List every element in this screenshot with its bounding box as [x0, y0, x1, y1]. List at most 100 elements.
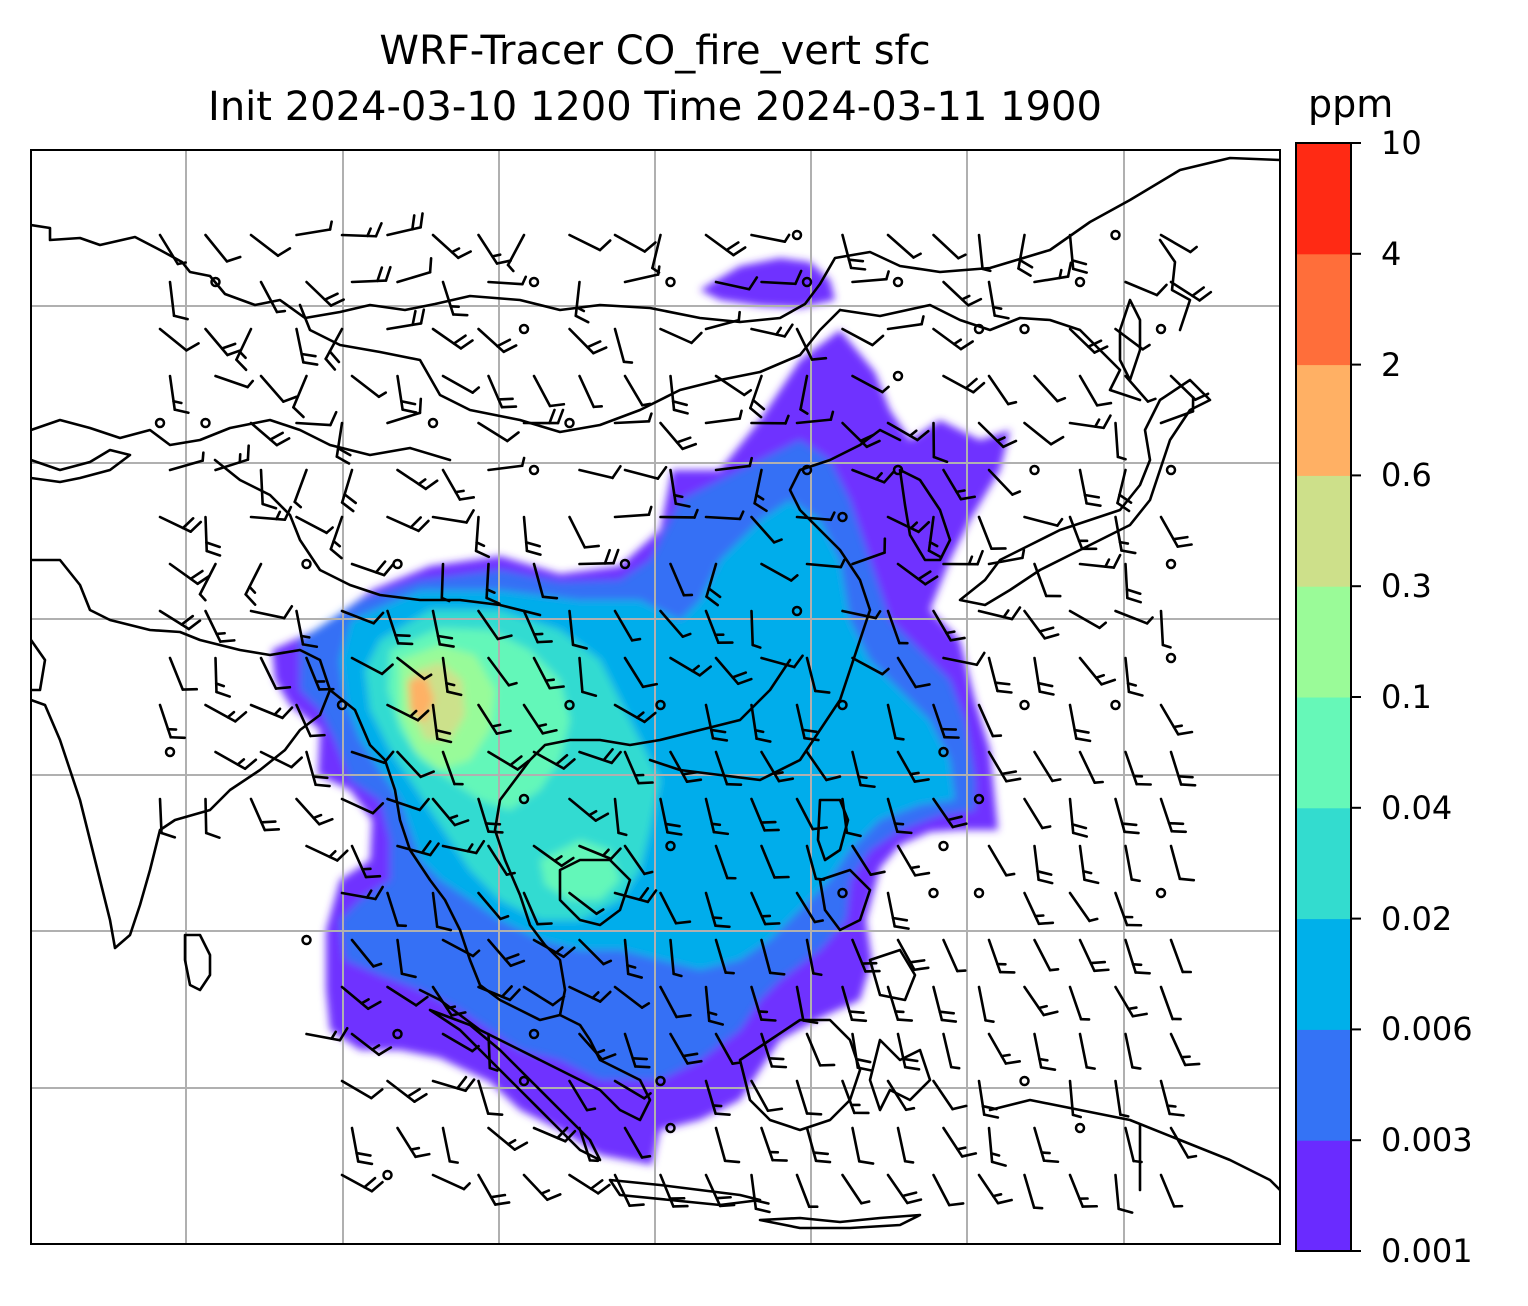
calm-wind-circle	[1074, 1122, 1086, 1134]
wind-barb	[977, 1173, 1013, 1205]
wind-barb	[886, 315, 925, 331]
wind-barb	[841, 797, 862, 838]
wind-barb	[613, 887, 658, 904]
wind-barb	[932, 1173, 965, 1207]
wind-barb	[704, 891, 731, 929]
wind-barb	[578, 465, 622, 480]
wind-barb	[487, 1032, 499, 1072]
border-china-west	[213, 458, 542, 617]
wind-barb	[704, 233, 747, 257]
wind-barb	[340, 885, 384, 901]
wind-barb	[477, 891, 510, 921]
calm-wind-circle	[892, 276, 904, 288]
wind-barb	[1116, 468, 1133, 513]
wind-barb	[851, 270, 890, 284]
wind-barb	[350, 1126, 374, 1166]
wind-barb	[158, 609, 202, 631]
wind-barb	[886, 985, 914, 1022]
wind-barb	[578, 548, 620, 566]
wind-barb	[295, 220, 333, 237]
wind-barb	[896, 1032, 921, 1071]
wind-barb	[1124, 562, 1142, 604]
wind-barb	[431, 891, 453, 932]
wind-barb	[396, 374, 418, 414]
wind-barb	[613, 233, 657, 253]
wind-barb	[704, 1173, 736, 1208]
wind-barb	[942, 1126, 978, 1158]
wind-barb	[1068, 1079, 1082, 1119]
wind-barb	[841, 1079, 870, 1115]
wind-barb	[1078, 468, 1102, 507]
coastline-kamchatka-east	[1158, 238, 1192, 332]
wind-barb	[477, 233, 512, 265]
wind-barb	[932, 421, 949, 464]
wind-barb	[249, 505, 293, 522]
coastline-philippines-mindanao	[868, 948, 917, 1002]
wind-barb	[795, 703, 820, 742]
wind-barb	[1078, 656, 1117, 686]
wind-barb	[1159, 1173, 1184, 1208]
colorbar-segment-0	[1296, 1140, 1351, 1252]
wind-barb	[293, 468, 308, 509]
wind-barb	[1033, 1126, 1060, 1164]
wind-barb	[987, 468, 1022, 496]
wind-barb	[249, 421, 291, 447]
wind-barb	[522, 515, 542, 556]
wind-barb	[886, 1079, 916, 1112]
coastline-south-china	[648, 428, 902, 782]
calm-wind-circle	[892, 370, 904, 382]
calm-wind-circle	[837, 511, 848, 523]
wind-barb	[295, 410, 338, 427]
wind-barb	[841, 1173, 871, 1205]
wind-barb	[1114, 1173, 1134, 1214]
wind-barb	[431, 797, 470, 827]
wind-barb	[441, 839, 486, 855]
wind-barb	[623, 265, 661, 284]
wind-barb	[386, 397, 423, 425]
calm-wind-circle	[973, 793, 985, 805]
wind-barb	[659, 985, 692, 1019]
calm-wind-circle	[518, 1075, 530, 1087]
wind-barb	[1114, 515, 1137, 555]
wind-barb	[487, 374, 518, 409]
wind-barb	[1124, 1126, 1143, 1164]
calm-wind-circle	[1110, 699, 1121, 711]
wind-barb	[487, 750, 530, 771]
wind-barb	[477, 327, 518, 354]
wind-barb	[942, 468, 977, 501]
wind-barb	[805, 1126, 832, 1164]
wind-barb	[568, 327, 608, 355]
wind-barb	[244, 562, 263, 606]
wind-barb	[760, 269, 803, 286]
wind-barb	[704, 985, 725, 1026]
map-title-line-2: Init 2024-03-10 1200 Time 2024-03-11 190…	[208, 84, 1102, 130]
wind-barb	[329, 515, 344, 560]
wind-barb	[578, 1126, 600, 1163]
wind-barb	[932, 985, 958, 1023]
wind-barb	[532, 1126, 577, 1143]
colorbar	[1295, 142, 1361, 1252]
calm-wind-circle	[1019, 1075, 1030, 1087]
wind-barb	[168, 562, 211, 586]
wind-barb	[477, 609, 513, 641]
colorbar-segment-5	[1296, 586, 1351, 698]
map-frame	[30, 149, 1281, 1245]
wind-barb	[386, 212, 424, 237]
wind-barb	[431, 1075, 476, 1093]
wind-barb	[760, 938, 786, 976]
wind-barb	[749, 374, 766, 419]
wind-barb	[1159, 233, 1198, 254]
coastline-japan	[958, 378, 1212, 607]
wind-barb	[350, 560, 395, 577]
wind-barb	[886, 703, 905, 741]
calm-wind-circle	[1155, 887, 1167, 899]
wind-barb	[927, 515, 943, 559]
wind-barb	[623, 1126, 652, 1159]
wind-barb	[942, 938, 967, 973]
coastline-korea	[898, 468, 952, 562]
wind-barb	[659, 508, 699, 519]
wind-barb	[396, 938, 417, 979]
colorbar-tick-label: 0.04	[1381, 788, 1453, 827]
wind-barb	[942, 374, 986, 394]
wind-barb	[977, 233, 992, 273]
